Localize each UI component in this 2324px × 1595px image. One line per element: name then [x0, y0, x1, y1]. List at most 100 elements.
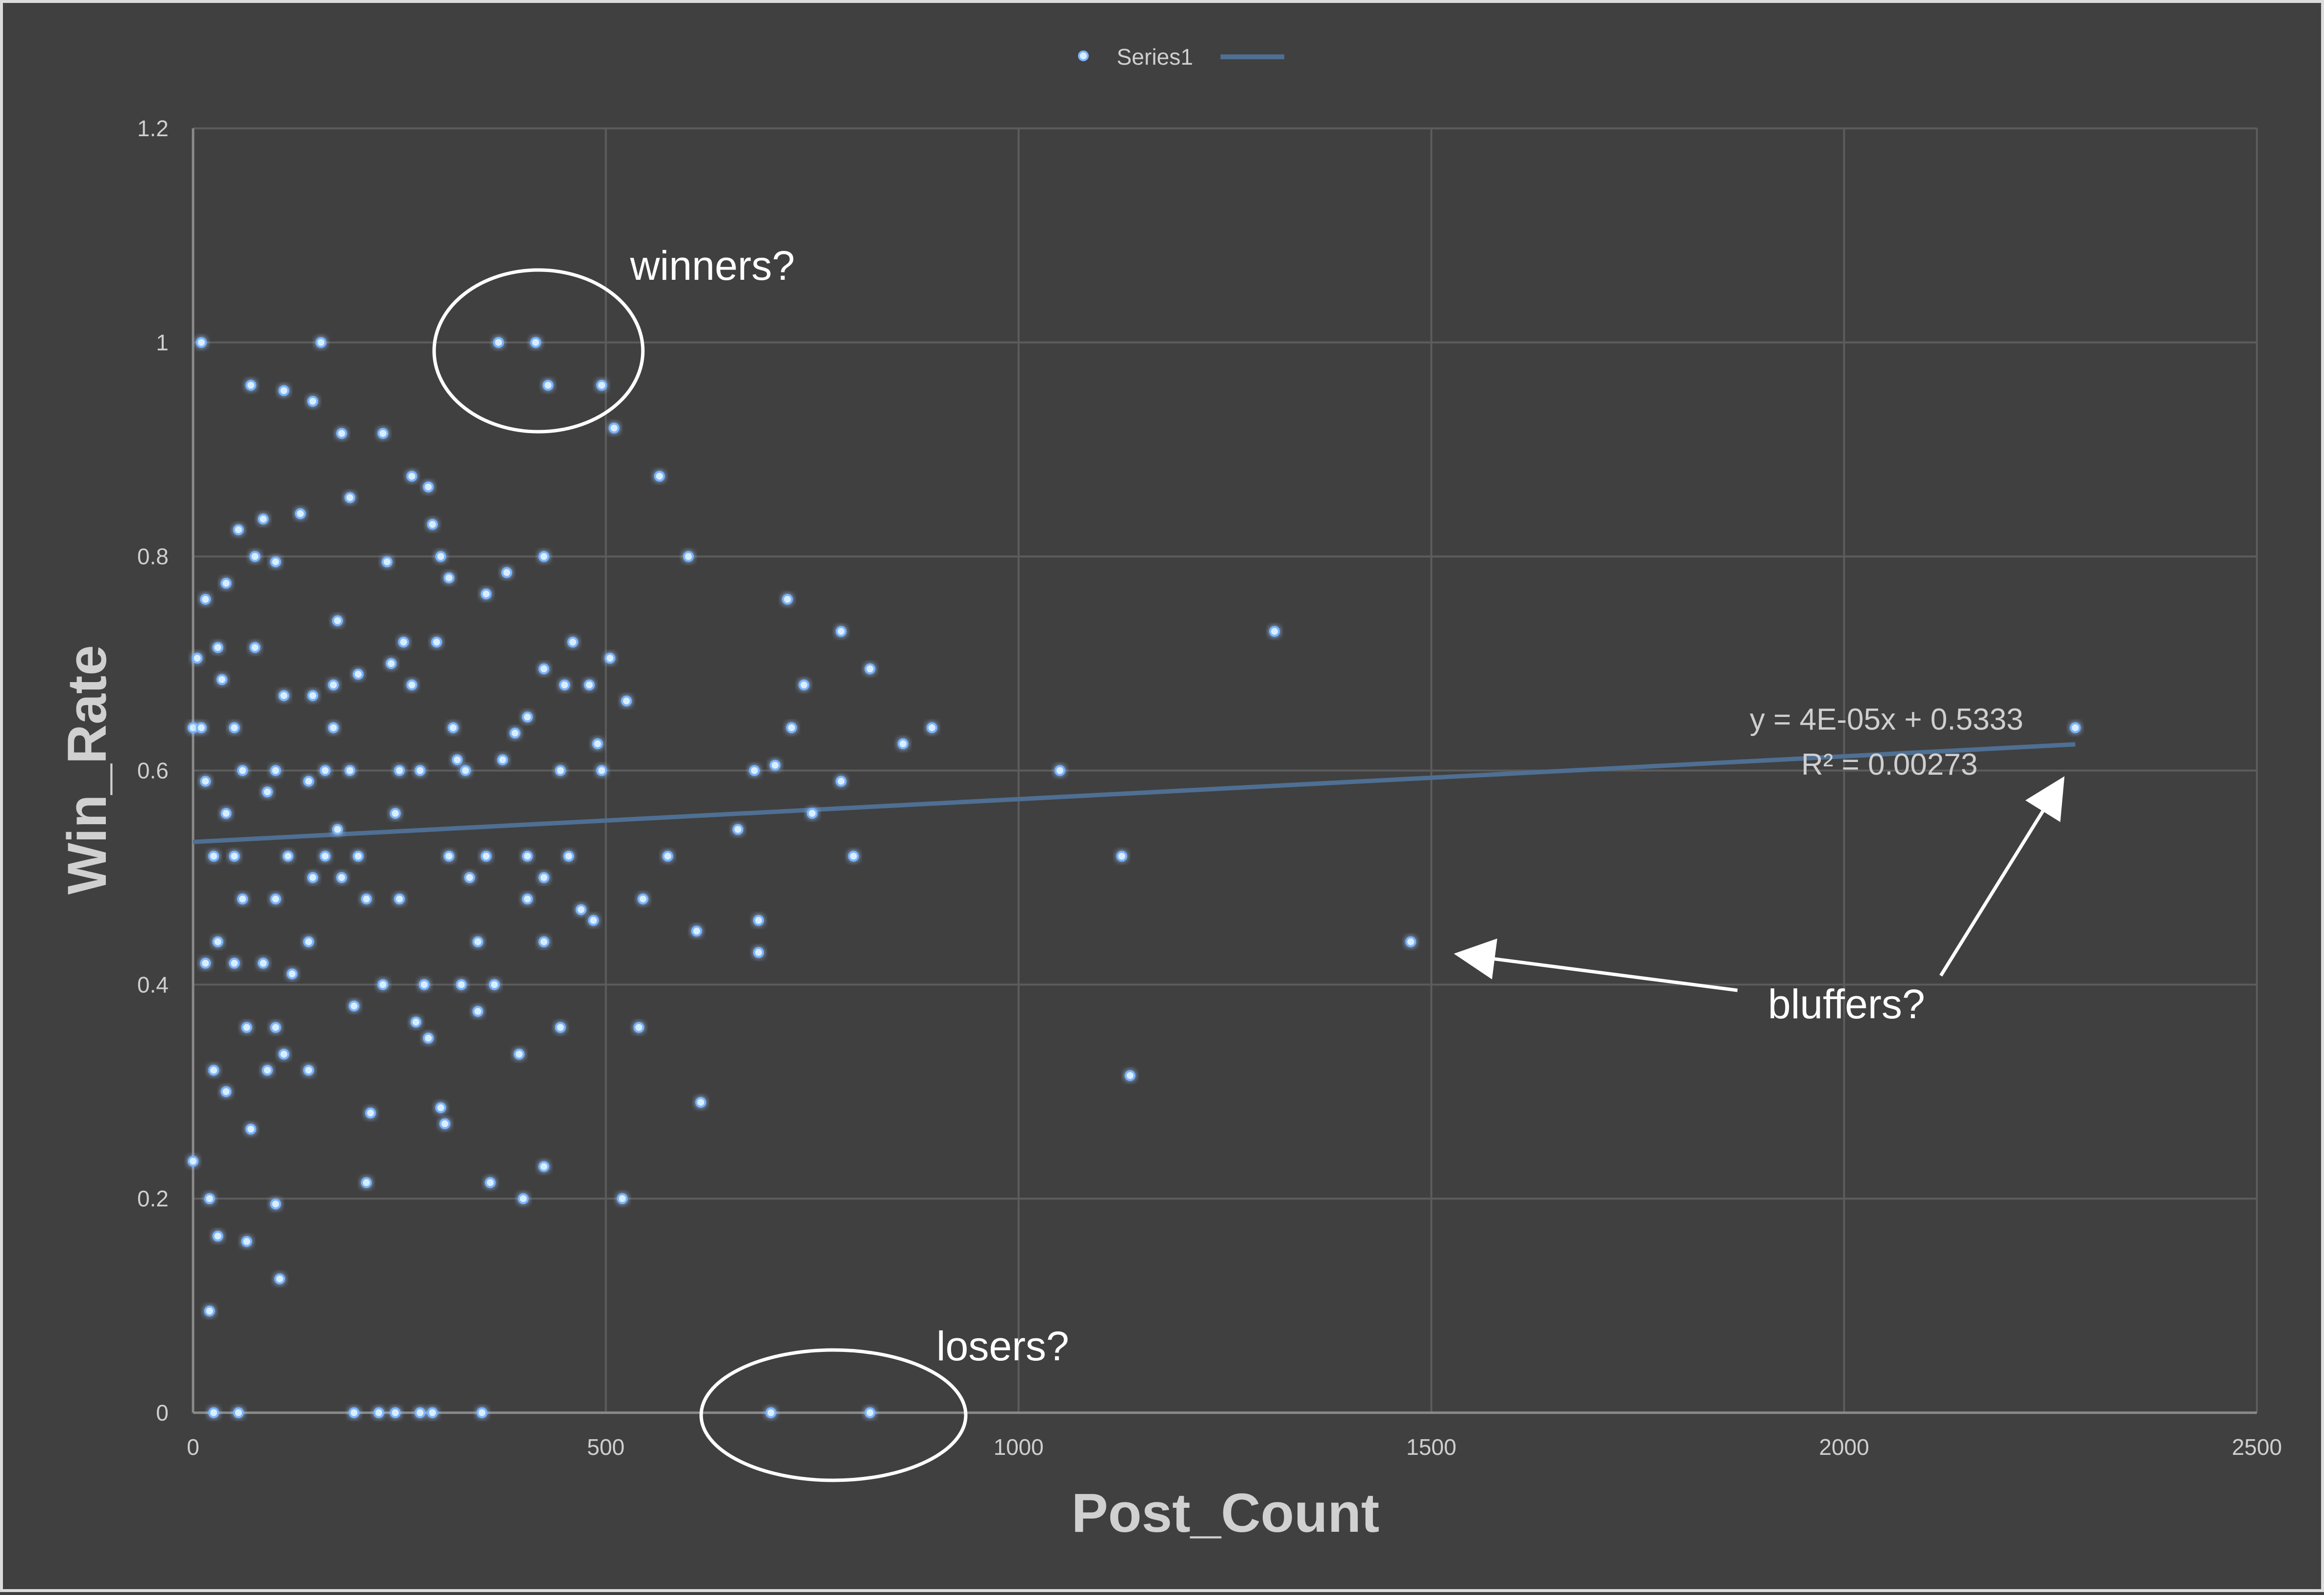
data-point — [390, 1407, 401, 1418]
data-point — [192, 653, 203, 664]
data-point — [1269, 626, 1280, 637]
data-point — [559, 679, 570, 690]
data-point — [352, 668, 364, 680]
data-point — [303, 1065, 314, 1076]
data-point — [398, 637, 409, 648]
data-point — [443, 572, 455, 584]
y-tick-label: 0 — [156, 1400, 169, 1425]
data-point — [749, 765, 760, 776]
data-point — [633, 1022, 644, 1033]
data-point — [303, 776, 314, 787]
data-point — [427, 519, 438, 530]
data-point — [423, 1032, 434, 1044]
data-point — [926, 722, 937, 734]
data-point — [270, 1022, 281, 1033]
x-axis-ticks: 0 500 1000 1500 2000 2500 — [187, 1434, 2282, 1460]
legend-marker — [1078, 50, 1089, 61]
data-point — [196, 337, 207, 348]
data-point — [319, 851, 331, 862]
data-point — [418, 979, 430, 990]
data-point — [394, 765, 405, 776]
data-point — [348, 1001, 360, 1012]
data-point — [233, 524, 244, 536]
data-point — [621, 695, 632, 707]
data-point — [188, 1155, 198, 1167]
data-point — [501, 567, 513, 578]
data-point — [208, 851, 220, 862]
data-point — [332, 824, 343, 835]
data-point — [249, 551, 261, 562]
data-point — [200, 594, 211, 605]
data-point — [493, 337, 504, 348]
data-point — [848, 851, 859, 862]
data-point — [431, 637, 442, 648]
data-point — [274, 1273, 285, 1284]
data-point — [295, 508, 306, 519]
data-point — [464, 872, 475, 883]
data-point — [423, 481, 434, 492]
data-point — [835, 776, 847, 787]
data-point — [229, 957, 240, 969]
annotations: winners? losers? bluffers? — [432, 243, 2065, 1482]
data-point — [258, 514, 269, 525]
data-point — [538, 663, 550, 675]
data-point — [497, 754, 508, 765]
data-point — [262, 786, 273, 798]
data-point — [798, 679, 809, 690]
data-point — [452, 754, 463, 765]
data-point — [270, 893, 281, 905]
data-point — [1125, 1070, 1136, 1081]
x-tick-label: 500 — [587, 1434, 625, 1460]
data-point — [472, 936, 484, 947]
data-point — [237, 765, 248, 776]
data-points — [188, 337, 2081, 1418]
data-point — [208, 1065, 220, 1076]
bluffers-arrow-up — [1939, 776, 2065, 977]
x-tick-label: 1000 — [994, 1434, 1044, 1460]
data-point — [538, 551, 550, 562]
data-point — [229, 722, 240, 734]
data-point — [835, 626, 847, 637]
data-point — [596, 380, 607, 391]
y-axis-title: Win_Rate — [56, 645, 118, 894]
x-axis-title: Post_Count — [1072, 1482, 1379, 1544]
data-point — [584, 679, 595, 690]
data-point — [316, 337, 327, 348]
data-point — [262, 1065, 273, 1076]
data-point — [344, 765, 356, 776]
data-point — [249, 642, 261, 653]
data-point — [1116, 851, 1127, 862]
data-point — [654, 470, 665, 482]
data-point — [443, 851, 455, 862]
data-point — [336, 428, 347, 439]
data-point — [435, 551, 446, 562]
data-point — [287, 968, 298, 980]
data-point — [609, 422, 620, 434]
data-point — [307, 395, 318, 407]
data-point — [245, 1124, 256, 1135]
data-point — [282, 851, 294, 862]
data-point — [415, 1407, 426, 1418]
data-point — [695, 1097, 707, 1108]
y-tick-label: 1 — [156, 330, 169, 355]
y-tick-label: 0.6 — [137, 758, 169, 784]
data-point — [807, 808, 818, 819]
data-point — [208, 1407, 220, 1418]
trendline-r-squared: R² = 0.00273 — [1801, 748, 1978, 782]
data-point — [361, 1177, 372, 1188]
axes — [192, 128, 2257, 1414]
data-point — [514, 1049, 525, 1060]
data-point — [307, 690, 318, 701]
winners-ellipse — [432, 268, 645, 434]
data-point — [344, 492, 356, 503]
data-point — [538, 872, 550, 883]
trendline — [193, 742, 2076, 844]
data-point — [1405, 936, 1417, 947]
data-point — [476, 1407, 488, 1418]
data-point — [555, 765, 566, 776]
data-point — [460, 765, 471, 776]
data-point — [237, 893, 248, 905]
data-point — [377, 428, 389, 439]
data-point — [410, 1016, 421, 1028]
data-point — [406, 679, 417, 690]
